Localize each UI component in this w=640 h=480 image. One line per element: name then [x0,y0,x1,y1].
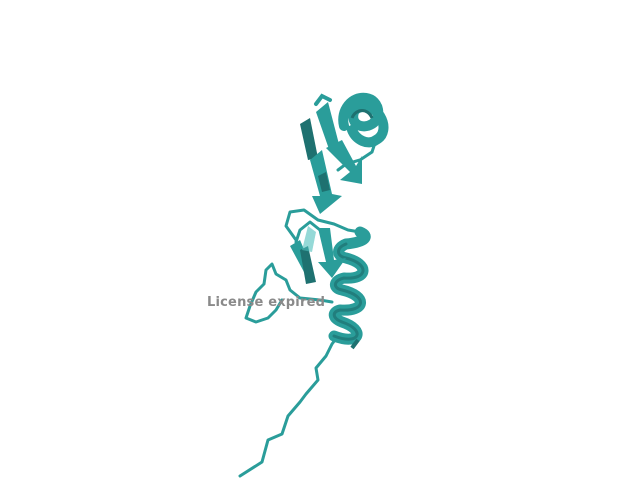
beta-sheet-middle [290,226,346,284]
coil-left [244,262,334,324]
beta-sheet-upper [300,102,362,214]
coil-tail [238,334,340,478]
alpha-helix-lower [328,226,371,350]
alpha-helix-upper [314,92,389,172]
license-watermark: License expired [207,295,326,310]
coil-linker [284,208,362,244]
